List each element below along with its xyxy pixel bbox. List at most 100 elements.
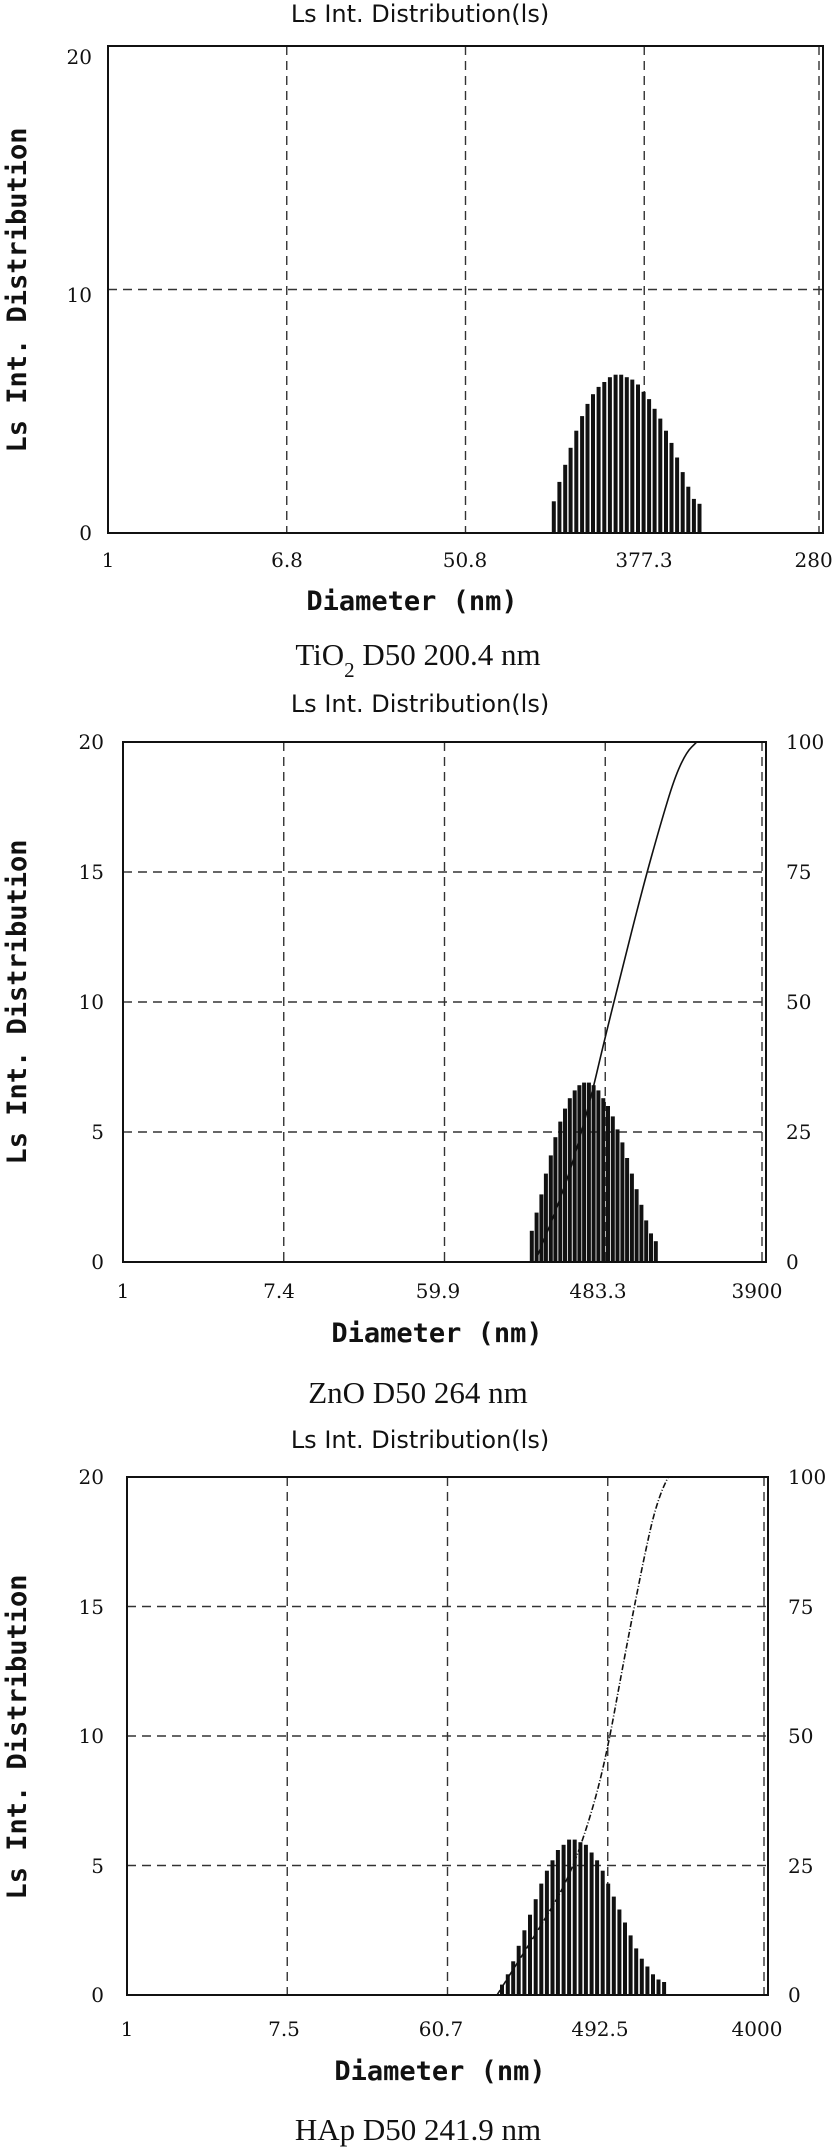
- y-tick-label: 20: [79, 1465, 104, 1489]
- bar: [602, 382, 607, 533]
- bar: [606, 1106, 610, 1262]
- bar: [607, 377, 612, 533]
- bar: [641, 391, 646, 533]
- bar: [591, 394, 595, 533]
- y-tick-label: 20: [67, 45, 92, 69]
- bar: [550, 1860, 555, 1995]
- bar: [539, 1194, 544, 1262]
- bar: [528, 1914, 532, 1995]
- bar: [544, 1870, 549, 1995]
- x-tick-label: 3900: [732, 1279, 783, 1303]
- cumulative-line: [534, 741, 717, 1263]
- bar: [539, 1883, 544, 1995]
- x-axis-label: Diameter (nm): [306, 586, 517, 617]
- chart-title: Ls Int. Distribution(ls): [291, 1426, 549, 1454]
- caption-text: D50 200.4 nm: [355, 637, 541, 672]
- x-tick-label: 377.3: [615, 548, 672, 572]
- bar-series: [551, 374, 702, 533]
- y-tick-label: 0: [91, 1983, 104, 2007]
- x-tick-label: 59.9: [416, 1279, 461, 1303]
- bar: [500, 1984, 504, 1995]
- x-tick-label: 1: [121, 2017, 134, 2041]
- bar: [628, 1935, 633, 1995]
- caption-subscript: 2: [344, 658, 355, 682]
- y2-tick-label: 75: [788, 1595, 813, 1619]
- bar: [615, 1129, 620, 1262]
- bar: [610, 1116, 615, 1262]
- y2-tick-label: 75: [786, 860, 811, 884]
- bar-series: [500, 1839, 667, 1996]
- bar: [572, 1090, 577, 1262]
- bar: [522, 1930, 527, 1996]
- chart-panel-hap: Ls Int. Distribution(ls) Ls Int. Distrib…: [2, 1426, 826, 2147]
- y2-tick-label: 100: [786, 730, 824, 754]
- bar: [680, 472, 685, 533]
- bar: [675, 457, 680, 533]
- bar: [639, 1958, 644, 1995]
- y2-tick-label: 0: [788, 1983, 801, 2007]
- bar: [534, 1212, 539, 1262]
- bar: [600, 1870, 605, 1995]
- x-tick-label: 60.7: [419, 2017, 464, 2041]
- bar: [617, 1909, 622, 1995]
- y-tick-label: 20: [79, 730, 104, 754]
- y-tick-label: 15: [79, 1595, 104, 1619]
- bar: [619, 374, 624, 533]
- bar: [651, 1974, 655, 1995]
- y2-tick-label: 50: [788, 1724, 813, 1748]
- bar: [563, 464, 568, 533]
- bar: [551, 501, 556, 533]
- bar: [662, 1982, 667, 1995]
- bar: [529, 1230, 534, 1262]
- bar: [697, 503, 702, 533]
- x-tick-label: 1: [117, 1279, 130, 1303]
- x-tick-label: 7.4: [263, 1279, 295, 1303]
- bar: [656, 1979, 661, 1995]
- y2-tick-label: 50: [786, 990, 811, 1014]
- bar: [636, 384, 640, 533]
- bar: [505, 1974, 510, 1995]
- bar: [557, 481, 562, 533]
- bar: [577, 1085, 582, 1262]
- bar: [516, 1945, 521, 1995]
- y-tick-label: 0: [91, 1250, 104, 1274]
- x-tick-label: 2800: [795, 548, 834, 572]
- bar: [639, 1204, 644, 1262]
- bar: [511, 1961, 516, 1995]
- x-tick-label: 1: [102, 548, 115, 572]
- bar: [553, 1137, 558, 1262]
- bar: [572, 1839, 577, 1995]
- bar: [589, 1852, 594, 1995]
- y2-tick-label: 25: [786, 1120, 811, 1144]
- bar: [580, 416, 585, 533]
- bar: [574, 430, 579, 533]
- bar: [561, 1844, 566, 1995]
- panel-caption: ZnO D50 264 nm: [308, 1375, 528, 1410]
- bar: [591, 1085, 596, 1262]
- bar: [596, 1090, 601, 1262]
- y-axis-label: Ls Int. Distribution: [2, 1574, 33, 1899]
- y-tick-label: 10: [67, 283, 92, 307]
- chart-title: Ls Int. Distribution(ls): [291, 0, 549, 28]
- bar: [555, 1850, 560, 1995]
- x-axis-label: Diameter (nm): [334, 2056, 545, 2087]
- bar: [653, 1241, 658, 1262]
- bar: [629, 1173, 634, 1262]
- chart-panel-zno: Ls Int. Distribution(ls) Ls Int. Distrib…: [2, 690, 824, 1410]
- bar: [624, 377, 629, 533]
- panel-caption: TiO2 D50 200.4 nm: [295, 637, 540, 682]
- bar: [601, 1098, 606, 1262]
- bar: [664, 430, 668, 533]
- bar: [606, 1883, 611, 1995]
- y-tick-label: 15: [79, 860, 104, 884]
- bar: [669, 442, 674, 533]
- x-tick-label: 50.8: [443, 548, 488, 572]
- plot-frame: [122, 741, 767, 1263]
- x-axis-label: Diameter (nm): [331, 1318, 542, 1349]
- y-tick-label: 0: [79, 521, 92, 545]
- y2-tick-label: 0: [786, 1250, 799, 1274]
- bar: [634, 1189, 639, 1262]
- bar: [543, 1173, 548, 1262]
- bar: [582, 1082, 587, 1262]
